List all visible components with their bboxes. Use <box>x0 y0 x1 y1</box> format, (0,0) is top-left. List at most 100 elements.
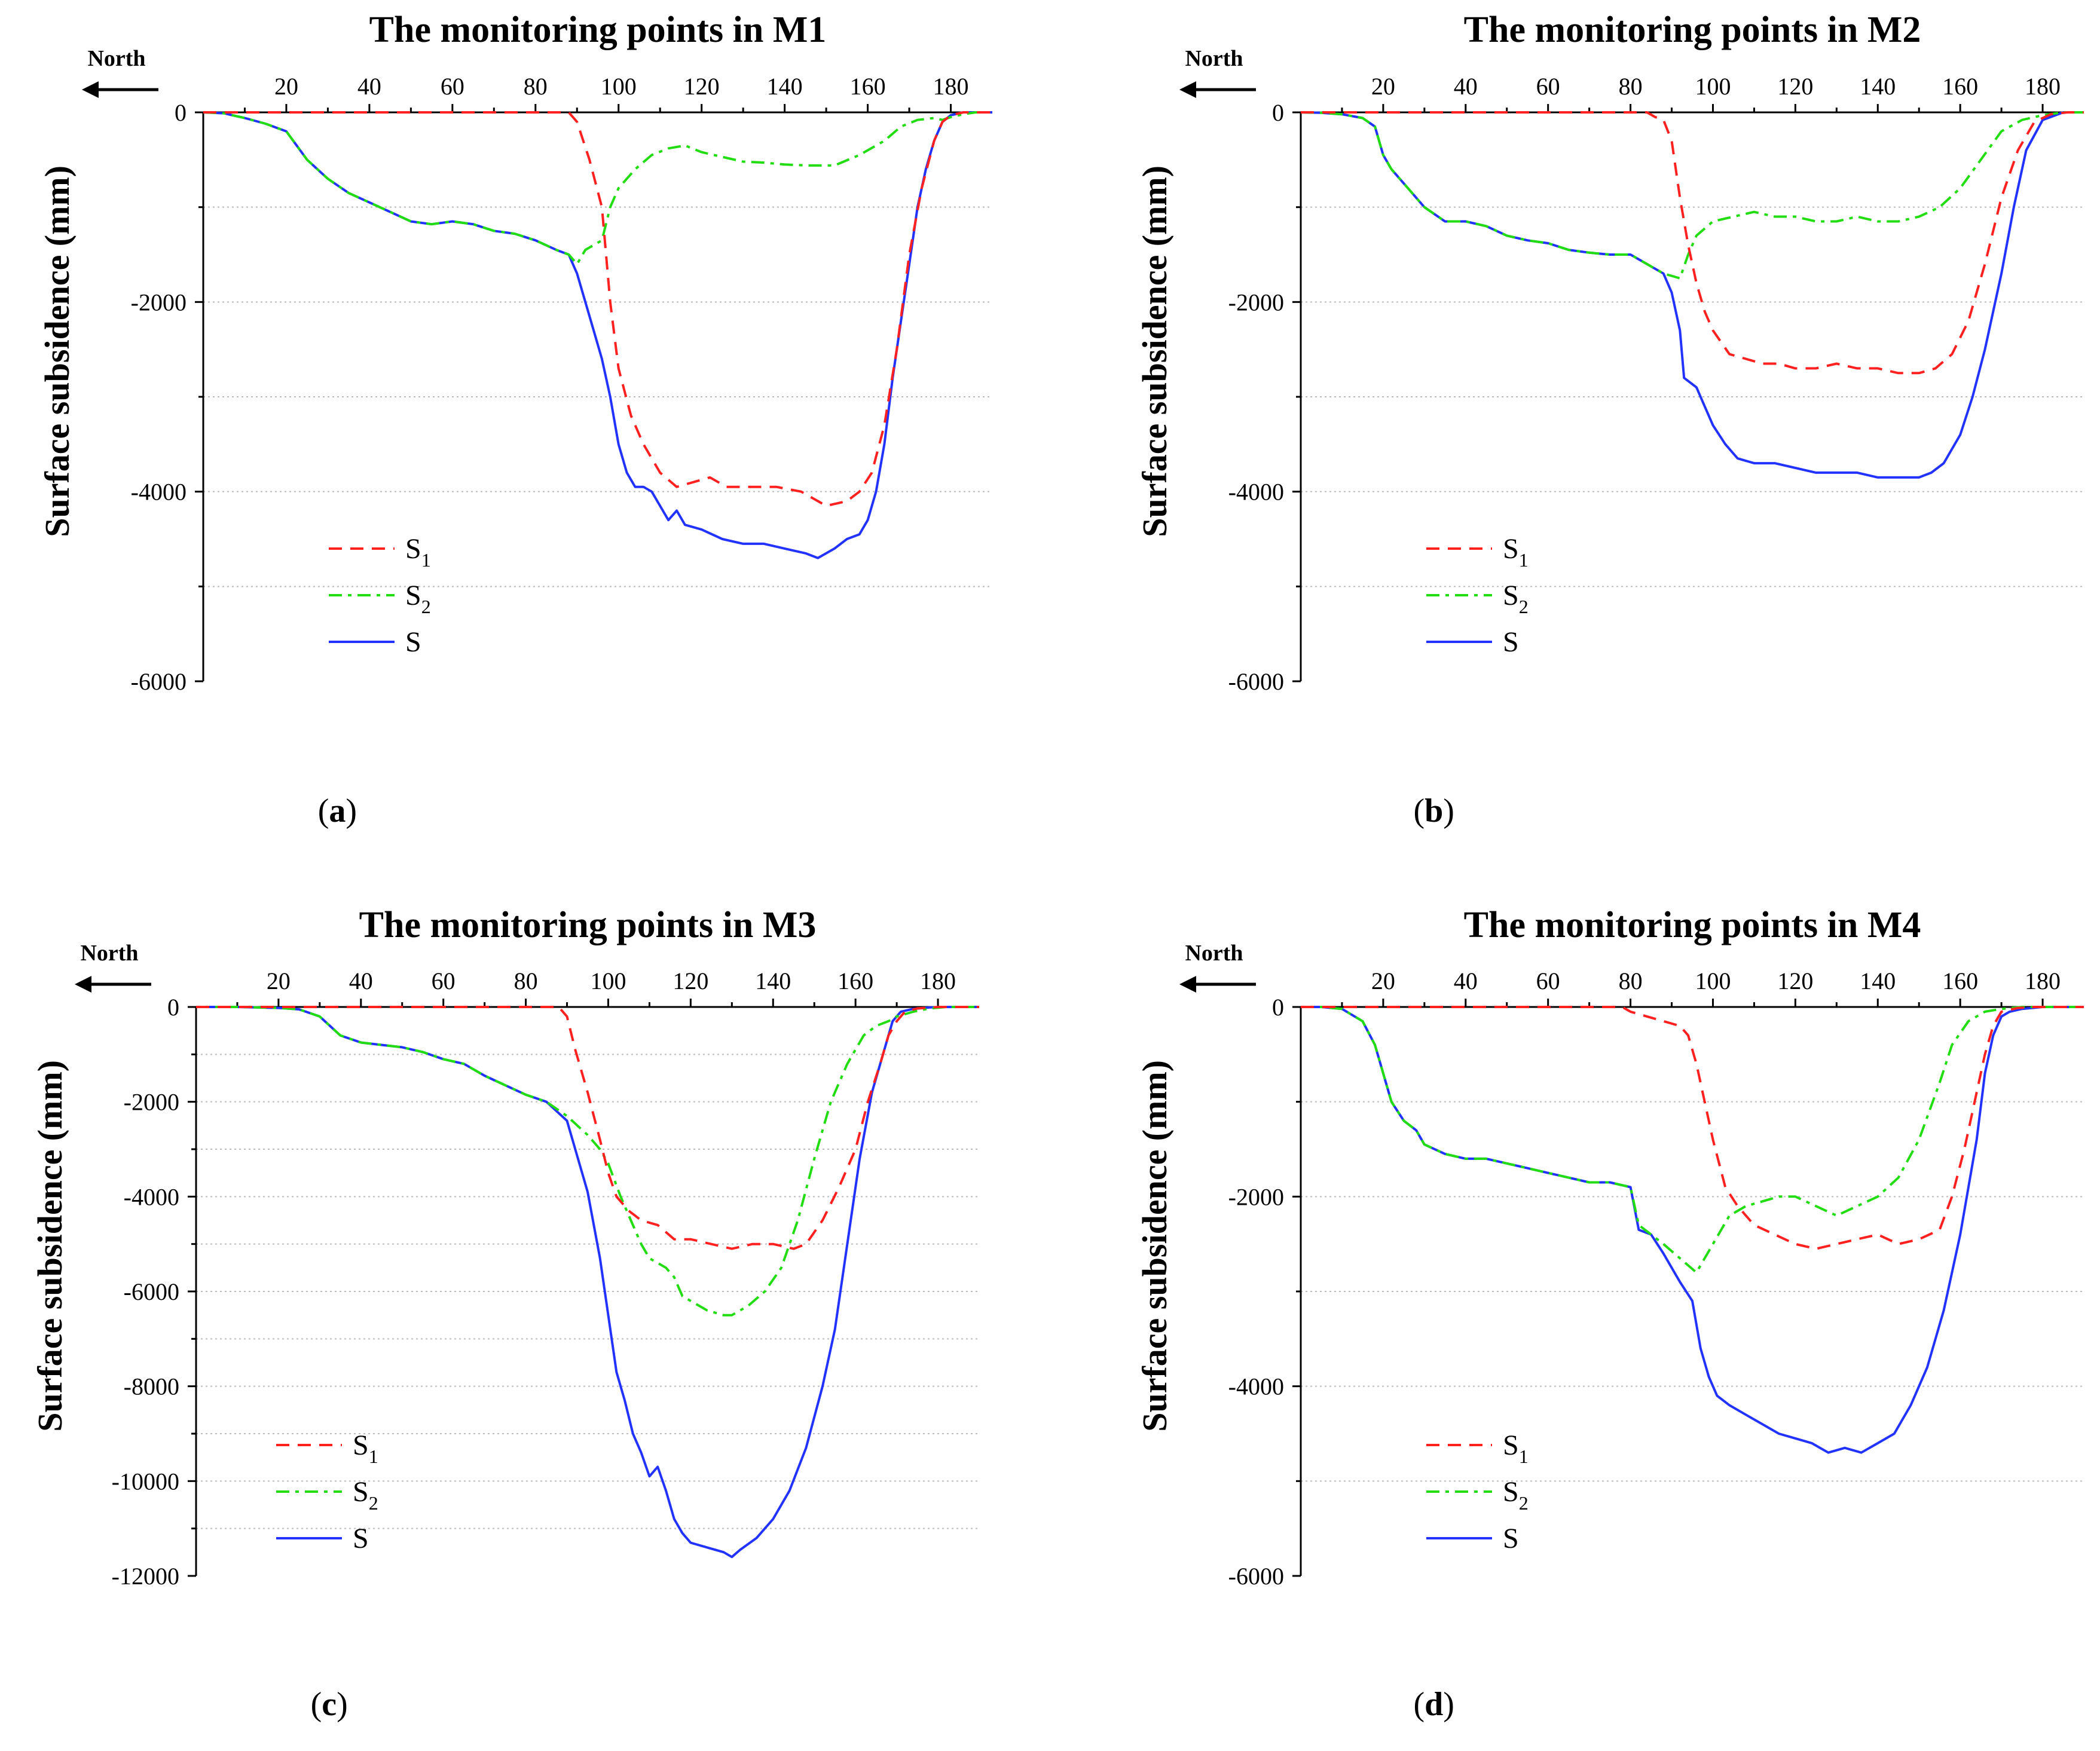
x-tick-label: 20 <box>267 968 291 994</box>
legend-label-s: S <box>353 1523 369 1554</box>
y-tick-label: 0 <box>167 994 179 1021</box>
north-label: North <box>87 46 145 71</box>
y-tick-label: -8000 <box>124 1373 179 1400</box>
series-line-s2 <box>196 1006 979 1317</box>
north-arrow-icon <box>82 81 99 98</box>
series-line-s1 <box>196 1006 979 1250</box>
x-tick-label: 120 <box>1777 73 1813 100</box>
x-tick-label: 180 <box>933 73 969 100</box>
y-tick-label: -2000 <box>1228 289 1284 316</box>
panel-label: (a) <box>318 792 357 829</box>
x-tick-label: 120 <box>1777 968 1813 994</box>
x-tick-label: 80 <box>524 73 548 100</box>
legend-subscript: 2 <box>421 596 431 617</box>
series-line-s2 <box>203 111 992 265</box>
y-tick-label: 0 <box>1272 994 1284 1021</box>
x-tick-label: 180 <box>2025 73 2061 100</box>
x-tick-label: 80 <box>514 968 538 994</box>
north-arrow-icon <box>1179 81 1196 98</box>
series-line-s <box>203 111 992 559</box>
x-tick-label: 180 <box>920 968 956 994</box>
y-tick-label: 0 <box>175 99 187 126</box>
panel-label: (d) <box>1413 1686 1454 1723</box>
y-tick-label: -2000 <box>1228 1183 1284 1210</box>
north-arrow-icon <box>1179 976 1196 993</box>
series-line-s1 <box>1301 111 2084 375</box>
legend-subscript: 1 <box>369 1446 378 1467</box>
legend-subscript: 1 <box>421 549 431 571</box>
y-axis-label: Surface subsidence (mm) <box>38 166 77 537</box>
x-tick-label: 40 <box>357 73 381 100</box>
chart-title: The monitoring points in M3 <box>359 905 817 945</box>
y-tick-label: -6000 <box>124 1278 179 1305</box>
legend-subscript: 2 <box>369 1492 378 1514</box>
x-tick-label: 80 <box>1619 73 1643 100</box>
x-tick-label: 20 <box>274 73 298 100</box>
x-tick-label: 160 <box>837 968 873 994</box>
series-line-s2 <box>1301 1006 2084 1274</box>
legend-label-s1: S1 <box>1503 533 1529 571</box>
north-label: North <box>1185 46 1243 71</box>
y-axis-label: Surface subsidence (mm) <box>1135 1060 1174 1432</box>
x-tick-label: 40 <box>1454 968 1478 994</box>
x-tick-label: 140 <box>1860 968 1896 994</box>
y-axis-label: Surface subsidence (mm) <box>30 1060 69 1432</box>
legend-label-s2: S2 <box>1503 1476 1529 1514</box>
x-tick-label: 60 <box>1536 968 1560 994</box>
series-line-s <box>196 1006 979 1559</box>
legend-label-s: S <box>1503 626 1519 658</box>
x-tick-label: 60 <box>1536 73 1560 100</box>
legend-label-s: S <box>405 626 421 658</box>
y-tick-label: -6000 <box>131 668 187 695</box>
series-line-s2 <box>1300 111 2084 280</box>
x-tick-label: 20 <box>1371 968 1395 994</box>
series-line-s1 <box>1301 1006 2084 1250</box>
panel-label: (c) <box>311 1686 348 1723</box>
legend-subscript: 1 <box>1519 549 1529 571</box>
x-tick-label: 100 <box>601 73 637 100</box>
legend-subscript: 2 <box>1519 1492 1529 1514</box>
y-axis-label: Surface subsidence (mm) <box>1135 166 1174 537</box>
y-tick-label: -10000 <box>112 1468 179 1495</box>
x-tick-label: 160 <box>1942 73 1978 100</box>
y-tick-label: -2000 <box>124 1089 179 1116</box>
x-tick-label: 160 <box>1942 968 1978 994</box>
x-tick-label: 60 <box>441 73 464 100</box>
chart-title: The monitoring points in M1 <box>369 10 827 50</box>
y-tick-label: -4000 <box>1228 479 1284 506</box>
x-tick-label: 120 <box>673 968 708 994</box>
x-tick-label: 160 <box>850 73 886 100</box>
chart-title: The monitoring points in M4 <box>1464 905 1921 945</box>
x-tick-label: 20 <box>1371 73 1395 100</box>
series-line-s1 <box>203 111 992 507</box>
panel-letter: d <box>1425 1686 1443 1723</box>
x-tick-label: 180 <box>2025 968 2061 994</box>
x-tick-label: 100 <box>1695 968 1731 994</box>
x-tick-label: 140 <box>755 968 791 994</box>
north-label: North <box>80 941 138 966</box>
y-tick-label: 0 <box>1272 99 1284 126</box>
y-tick-label: -4000 <box>1228 1373 1284 1400</box>
legend-subscript: 2 <box>1519 596 1529 617</box>
y-tick-label: -12000 <box>112 1563 179 1590</box>
y-tick-label: -4000 <box>124 1183 179 1210</box>
x-tick-label: 40 <box>1454 73 1478 100</box>
legend-subscript: 1 <box>1519 1446 1529 1467</box>
legend-label-s1: S1 <box>405 533 431 571</box>
north-label: North <box>1185 941 1243 966</box>
panel-letter: a <box>329 792 346 829</box>
x-tick-label: 100 <box>1695 73 1731 100</box>
x-tick-label: 60 <box>432 968 456 994</box>
panel-letter: b <box>1425 792 1443 829</box>
legend-label-s: S <box>1503 1523 1519 1554</box>
y-tick-label: -6000 <box>1228 668 1284 695</box>
series-line-s <box>1301 1006 2084 1454</box>
y-tick-label: -4000 <box>131 479 187 506</box>
x-tick-label: 140 <box>1860 73 1896 100</box>
panel-label: (b) <box>1413 792 1454 829</box>
panel-letter: c <box>322 1686 337 1723</box>
